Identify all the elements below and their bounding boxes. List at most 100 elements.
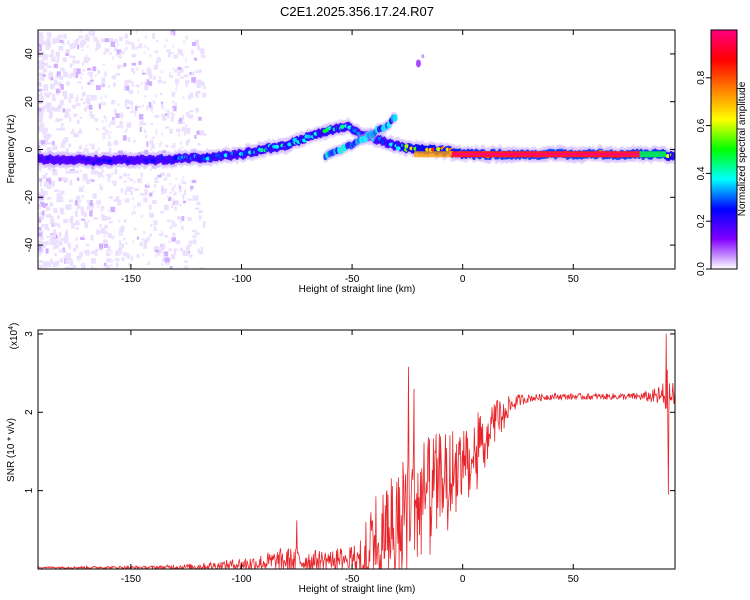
noise-speck [79,41,85,48]
noise-speck [39,45,42,51]
noise-speck [42,174,47,180]
noise-speck [199,150,203,154]
noise-speck [152,99,155,103]
noise-speck [38,195,44,201]
noise-speck [156,164,159,168]
noise-speck [69,266,74,269]
noise-speck [131,44,136,50]
noise-speck [86,94,90,101]
noise-speck [83,250,87,254]
noise-speck [93,217,98,220]
noise-speck [137,105,141,109]
noise-speck [189,92,194,99]
noise-speck [178,133,181,137]
noise-speck [147,261,151,265]
noise-speck [38,94,43,98]
noise-speck [135,30,138,34]
noise-speck [143,129,146,133]
noise-speck [97,69,101,74]
noise-speck [61,67,64,72]
noise-speck [49,65,52,68]
noise-speck [186,140,189,146]
noise-speck [168,71,171,75]
noise-speck [100,208,103,212]
noise-speck [60,127,66,131]
noise-speck [137,178,142,184]
noise-speck [108,221,114,224]
carrier-onset [414,151,452,158]
noise-speck [99,248,102,252]
noise-speck [153,246,158,252]
noise-speck [186,245,190,251]
noise-speck [47,227,50,232]
noise-speck [184,260,188,263]
noise-speck [68,143,72,148]
noise-speck [171,107,174,111]
noise-speck [69,43,74,50]
noise-speck [85,105,90,109]
snr-xtick-label: 50 [568,574,580,585]
noise-speck [146,237,151,241]
noise-speck [97,147,100,151]
noise-speck [55,51,61,57]
noise-speck [178,147,181,151]
noise-speck [52,241,57,246]
noise-speck [66,252,71,259]
noise-speck [61,41,65,46]
noise-speck [75,68,81,75]
noise-speck [146,67,151,71]
noise-speck [120,244,123,248]
noise-speck [164,108,167,112]
noise-speck [168,240,171,244]
noise-speck [101,120,104,124]
noise-speck [148,204,152,211]
spectrogram-branch [322,111,399,163]
noise-speck [139,243,142,247]
noise-speck [160,191,163,195]
noise-speck [124,80,129,85]
noise-speck [143,166,146,170]
noise-speck [82,234,85,238]
noise-speck [114,46,117,52]
noise-speck [90,234,94,241]
noise-speck [101,227,106,233]
noise-speck [38,40,43,44]
noise-speck [197,45,200,51]
noise-speck [77,81,82,84]
snr-frame [37,329,676,570]
noise-speck [58,177,62,182]
noise-speck [53,229,57,234]
noise-speck [187,217,192,222]
noise-speck [178,183,181,187]
noise-speck [79,252,84,257]
noise-speck [48,112,53,119]
noise-speck [120,115,124,118]
noise-speck [38,245,42,252]
noise-speck [178,188,182,193]
snr-xtick-label: 0 [460,574,466,585]
noise-speck [45,44,50,48]
noise-speck [80,206,84,212]
noise-speck [80,76,83,80]
noise-speck [161,185,164,191]
noise-speck [113,108,117,115]
noise-speck [53,244,59,249]
noise-speck [146,141,149,147]
noise-speck [196,82,201,88]
spectrogram-xtick-label: -50 [345,274,360,285]
noise-speck [91,257,96,264]
noise-speck [38,227,42,231]
noise-speck [132,71,136,75]
noise-speck [181,216,185,222]
noise-speck [65,259,69,265]
noise-speck [125,39,128,43]
noise-speck [104,95,107,99]
noise-speck [110,250,113,254]
branch-cell [393,114,398,122]
noise-speck [185,82,188,88]
noise-speck [54,79,58,86]
noise-speck [48,54,53,57]
noise-speck [131,109,134,113]
noise-speck [192,235,197,238]
noise-speck [49,45,52,48]
